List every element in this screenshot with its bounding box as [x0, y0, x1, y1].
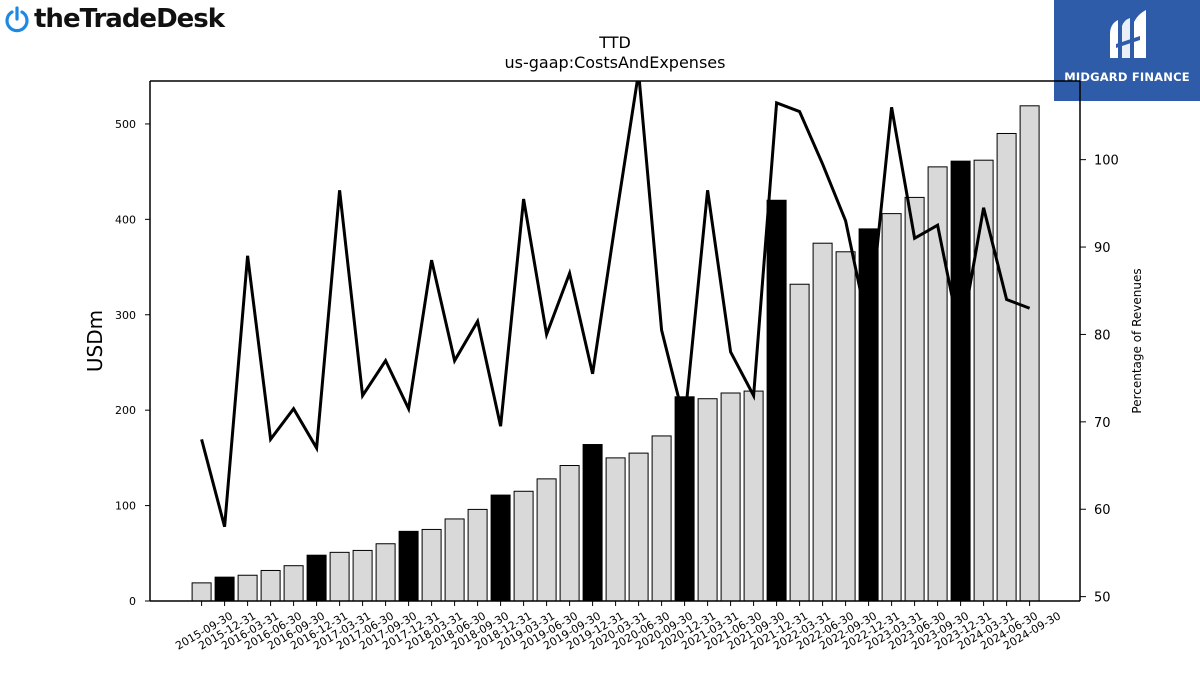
- y-tick-label: 200: [115, 404, 136, 417]
- bar: [352, 549, 373, 602]
- y2-tick-label: 90: [1094, 241, 1111, 256]
- bar: [835, 251, 856, 602]
- y-tick-label: 400: [115, 213, 136, 226]
- bar: [766, 199, 787, 602]
- series-line: [200, 81, 1031, 528]
- y2-axis-label: Percentage of Revenues: [1130, 268, 1144, 413]
- bar: [582, 444, 603, 602]
- bar: [513, 490, 534, 602]
- bar: [904, 196, 925, 602]
- bar: [743, 390, 764, 602]
- bar: [812, 242, 833, 602]
- bar: [674, 396, 695, 602]
- y2-tick-label: 100: [1094, 154, 1119, 169]
- bar: [375, 543, 396, 602]
- bar: [881, 213, 902, 602]
- bar: [858, 228, 879, 602]
- midgard-emblem-icon: [1110, 10, 1146, 58]
- bar: [559, 465, 580, 602]
- power-icon: [5, 6, 29, 33]
- company-logo-text: theTradeDesk: [34, 4, 225, 34]
- y2-tick-label: 60: [1094, 503, 1111, 518]
- y2-tick-label: 70: [1094, 416, 1111, 431]
- bar: [605, 457, 626, 602]
- chart-title: TTD: [598, 33, 631, 52]
- bar: [421, 528, 442, 602]
- bar: [973, 159, 994, 602]
- thetradedesk-logo: theTradeDesk: [4, 4, 225, 34]
- y2-tick-label: 80: [1094, 328, 1111, 343]
- y-tick-label: 100: [115, 500, 136, 513]
- bar: [1019, 105, 1040, 602]
- y2-tick-label: 50: [1094, 591, 1111, 606]
- line-layer: [200, 81, 1031, 528]
- bar: [697, 398, 718, 602]
- bar: [996, 132, 1017, 602]
- bar: [444, 518, 465, 602]
- bar: [283, 565, 304, 602]
- bar: [720, 392, 741, 602]
- bar: [950, 160, 971, 602]
- bar: [536, 478, 557, 602]
- axes-layer: 010020030040050050607080901002015-09-302…: [115, 80, 1119, 653]
- bar: [237, 574, 258, 602]
- bar: [628, 452, 649, 602]
- bar: [191, 582, 212, 602]
- bar: [214, 576, 235, 602]
- bar: [789, 283, 810, 602]
- sponsor-logo-text: MIDGARD FINANCE: [1064, 70, 1190, 84]
- bar: [329, 551, 350, 602]
- chart-subtitle: us-gaap:CostsAndExpenses: [505, 53, 726, 72]
- bar: [260, 569, 281, 602]
- y-axis-label: USDm: [83, 310, 107, 372]
- bar: [490, 494, 511, 602]
- bar: [398, 530, 419, 602]
- bar: [467, 508, 488, 602]
- bars-layer: [191, 105, 1040, 602]
- y-tick-label: 300: [115, 309, 136, 322]
- bar: [651, 435, 672, 602]
- y-tick-label: 500: [115, 118, 136, 131]
- y-tick-label: 0: [129, 595, 136, 608]
- midgard-finance-logo: MIDGARD FINANCE: [1054, 0, 1200, 101]
- bar: [306, 554, 327, 602]
